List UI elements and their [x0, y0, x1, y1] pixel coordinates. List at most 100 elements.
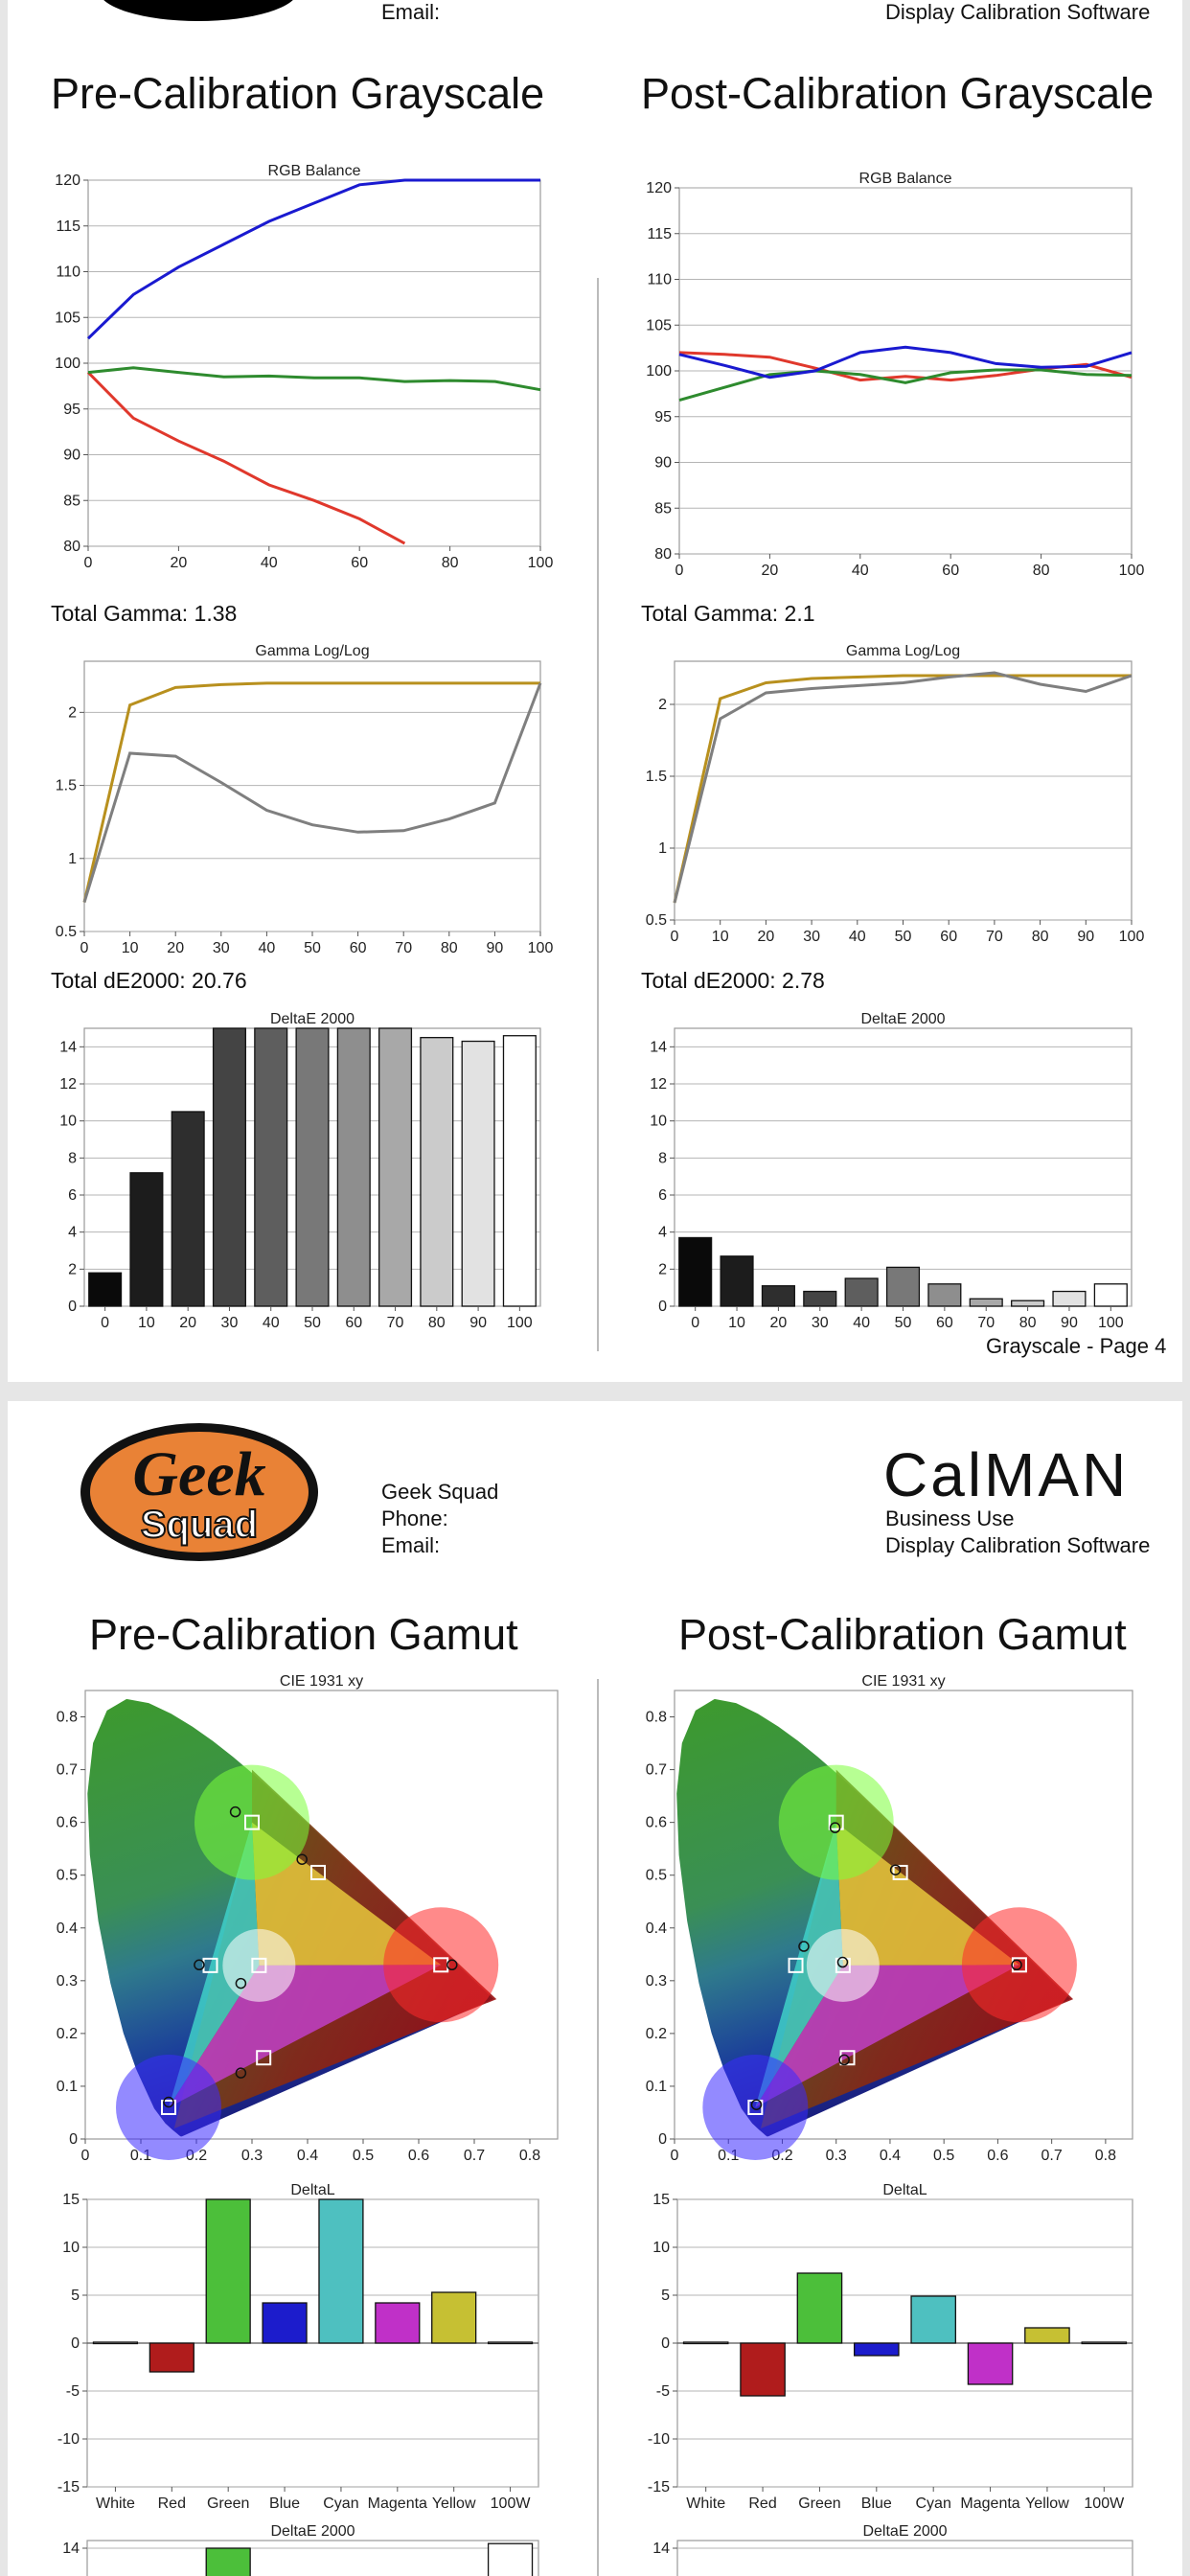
y-tick-label: 120 [55, 172, 80, 189]
bar-50 [885, 1266, 921, 1307]
y-tick-label: 85 [654, 500, 672, 517]
x-tick-label: 10 [122, 940, 139, 956]
x-tick-label: 40 [852, 563, 869, 579]
y-tick-label: 1.5 [646, 769, 667, 785]
x-tick-label: 80 [1033, 563, 1050, 579]
gamut-white-point [806, 1928, 880, 2002]
measured-point [296, 1853, 308, 1865]
y-tick-label: 4 [68, 1225, 77, 1241]
y-tick-label: 10 [650, 1114, 667, 1130]
header-email-label: Email: [381, 1533, 441, 1557]
y-tick-label: 15 [62, 2192, 80, 2208]
x-tick-label: 0.3 [241, 2148, 263, 2164]
chart-title: DeltaL [290, 2182, 334, 2198]
y-tick-label: 4 [658, 1225, 667, 1241]
y-tick-label: 0.7 [646, 1762, 667, 1779]
plot-frame [83, 660, 541, 932]
pre-deltal-chart: DeltaL -15 -10 -5 0 5 10 15 White Red Green Blue Cya… [57, 2182, 539, 2512]
chart-title: CIE 1931 xy [861, 1673, 945, 1690]
x-tick-label: 100W [1084, 2496, 1125, 2512]
y-tick-label: 0.2 [57, 2026, 78, 2042]
x-tick-label: 10 [138, 1315, 155, 1331]
y-tick-label: 0.8 [646, 1710, 667, 1726]
x-tick-label: 0 [81, 2148, 90, 2164]
x-tick-label: 0.4 [297, 2148, 318, 2164]
chart-title: CIE 1931 xy [280, 1673, 363, 1690]
bar-90 [1052, 1290, 1087, 1307]
measured-point [889, 1864, 902, 1875]
x-tick-label: 50 [895, 929, 912, 945]
column-divider-2 [597, 1679, 599, 2576]
measured-point [235, 2067, 247, 2079]
y-tick-label: 0.2 [646, 2026, 667, 2042]
x-tick-label: 60 [942, 563, 959, 579]
y-tick-label: 80 [63, 539, 80, 555]
bar-magenta [375, 2302, 421, 2344]
y-tick-label: 110 [56, 264, 80, 281]
bar-100 [502, 1035, 537, 1307]
y-tick-label: 6 [658, 1187, 667, 1204]
y-tick-label: 0.3 [646, 1973, 667, 1990]
y-tick-label: 10 [62, 2240, 80, 2256]
y-tick-label: 105 [55, 310, 80, 326]
bar-90 [461, 1040, 495, 1307]
x-tick-label: 30 [213, 940, 230, 956]
x-tick-label: 0 [671, 929, 679, 945]
y-tick-label: -10 [648, 2431, 670, 2448]
measured-point [750, 2099, 763, 2110]
software-label: Display Calibration Software [885, 1533, 1151, 1557]
y-tick-label: 0.8 [57, 1710, 78, 1726]
x-tick-label: 90 [469, 1315, 487, 1331]
gamut-corner-green [195, 1764, 309, 1880]
bar-white [682, 2341, 729, 2345]
series-line-red [86, 371, 406, 545]
y-tick-label: 2 [68, 1261, 77, 1277]
x-tick-label: Yellow [432, 2496, 476, 2512]
x-tick-label: 30 [803, 929, 820, 945]
x-tick-label: 40 [263, 1315, 280, 1331]
chart-title: DeltaE 2000 [270, 2523, 355, 2540]
y-tick-label: 0 [69, 2131, 78, 2148]
x-tick-label: 80 [1019, 1315, 1037, 1331]
x-tick-label: 50 [304, 1315, 321, 1331]
x-tick-label: White [686, 2496, 725, 2512]
y-tick-label: -5 [656, 2383, 670, 2400]
x-tick-label: 20 [758, 929, 775, 945]
x-tick-label: 0 [101, 1315, 109, 1331]
x-tick-label: 100 [1098, 1315, 1124, 1331]
x-tick-label: 0 [84, 555, 93, 571]
x-tick-label: 80 [1032, 929, 1049, 945]
bar-100 [1093, 1283, 1128, 1307]
x-tick-label: 0 [80, 940, 89, 956]
x-tick-label: 20 [167, 940, 184, 956]
x-tick-label: 0.8 [519, 2148, 540, 2164]
x-tick-label: 40 [261, 555, 278, 571]
measured-point [163, 2096, 174, 2108]
bar-yellow [431, 2291, 477, 2344]
y-tick-label: -10 [57, 2431, 80, 2448]
bar-10 [129, 1172, 164, 1307]
plot-frame [86, 2540, 539, 2576]
header-software-label: Display Calibration Software [885, 0, 1151, 24]
chart-title: DeltaL [882, 2182, 927, 2198]
x-tick-label: 0.4 [880, 2148, 901, 2164]
y-tick-label: 1.5 [56, 778, 77, 794]
post-rgb-balance-chart: RGB Balance 80 85 90 95 100 105 110 115 120 0 20 40 6… [646, 171, 1144, 579]
y-tick-label: 10 [59, 1114, 77, 1130]
x-tick-label: Yellow [1025, 2496, 1069, 2512]
y-tick-label: 0.7 [57, 1762, 78, 1779]
y-tick-label: 110 [647, 272, 672, 288]
x-tick-label: 70 [387, 1315, 404, 1331]
bar-red [740, 2342, 786, 2397]
series-line-blue [678, 345, 1133, 380]
x-tick-label: 0 [675, 563, 684, 579]
x-tick-label: 30 [812, 1315, 829, 1331]
x-tick-label: 0 [671, 2148, 679, 2164]
x-tick-label: Red [158, 2496, 186, 2512]
x-tick-label: 60 [350, 940, 367, 956]
measured-point [836, 1956, 849, 1968]
pre-calibration-title: Pre-Calibration Grayscale [51, 69, 545, 118]
y-tick-label: 8 [68, 1150, 77, 1166]
x-tick-label: 0.6 [408, 2148, 429, 2164]
